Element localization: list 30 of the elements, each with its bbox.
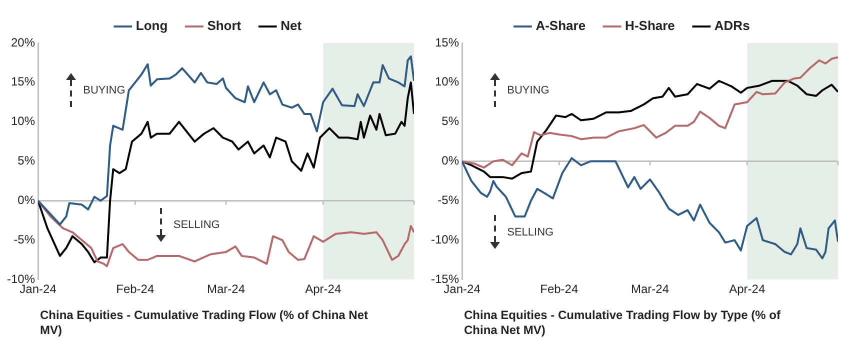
x-tick-label: Apr-24 xyxy=(729,282,766,296)
y-tick-label: 10% xyxy=(10,114,36,128)
annotation: SELLING xyxy=(173,219,220,232)
y-tick-label: 0% xyxy=(442,154,460,168)
y-tick-label: -5% xyxy=(438,193,460,208)
y-tick-label: -5% xyxy=(14,232,36,246)
y-tick-label: 15% xyxy=(434,35,460,50)
legend-label: Long xyxy=(136,18,168,34)
legend-label: Short xyxy=(207,18,242,34)
y-tick-label: 10% xyxy=(434,74,460,89)
legend-label: ADRs xyxy=(714,18,750,34)
y-tick-label: 20% xyxy=(10,35,36,50)
x-tick-label: Mar-24 xyxy=(631,282,670,296)
text: China Equities - Cumulative Trading Flow by Type (% of China Net MV) xyxy=(464,308,782,338)
y-tick-label: 0% xyxy=(18,193,36,208)
x-tick-label: Feb-24 xyxy=(116,282,154,296)
legend-label: Net xyxy=(280,18,302,34)
y-tick-label: 15% xyxy=(10,74,36,89)
y-tick-label: -10% xyxy=(431,232,460,246)
annotation: BUYING xyxy=(83,84,126,96)
legend-label: A-Share xyxy=(536,18,586,34)
text: China Equities - Cumulative Trading Flow (% of China Net MV) xyxy=(40,308,370,338)
x-tick-label: Feb-24 xyxy=(540,282,578,296)
annotation: SELLING xyxy=(507,226,554,238)
x-tick-label: Mar-24 xyxy=(207,282,246,296)
x-tick-label: Apr-24 xyxy=(305,282,342,296)
y-tick-label: 5% xyxy=(18,154,36,168)
annotation: BUYING xyxy=(507,84,550,96)
legend-label: H-Share xyxy=(625,18,675,34)
y-tick-label: 5% xyxy=(442,114,460,128)
